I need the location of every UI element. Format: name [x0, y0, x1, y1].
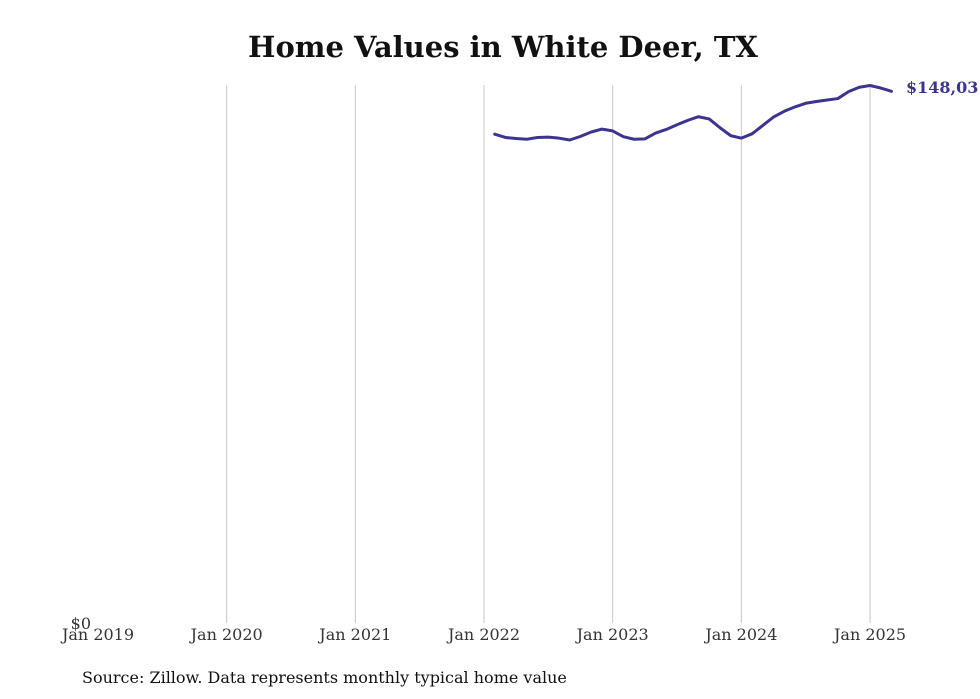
data-point: [611, 130, 614, 133]
end-label-layer: $148,03: [906, 78, 978, 97]
data-point: [826, 99, 829, 102]
data-point: [601, 128, 604, 131]
data-point: [504, 136, 507, 139]
data-point: [665, 128, 668, 131]
data-point: [879, 87, 882, 90]
data-point: [536, 136, 539, 139]
data-point: [740, 137, 743, 140]
data-point: [686, 119, 689, 122]
series-line-0: [493, 83, 893, 142]
gridlines: [226, 85, 871, 623]
x-tick-label: Jan 2020: [189, 625, 263, 644]
data-point: [515, 137, 518, 140]
end-value-label: $148,03: [906, 78, 978, 97]
data-point: [719, 126, 722, 129]
data-point: [869, 84, 872, 87]
x-axis-ticks: Jan 2019 Jan 2020 Jan 2021 Jan 2022 Jan 2023…: [60, 625, 906, 644]
x-tick-label: Jan 2022: [446, 625, 520, 644]
data-point: [815, 100, 818, 103]
data-point: [579, 135, 582, 138]
data-point: [751, 132, 754, 135]
x-tick-label: Jan 2019: [60, 625, 134, 644]
data-point: [761, 124, 764, 127]
data-point: [697, 115, 700, 118]
data-point: [794, 106, 797, 109]
data-point: [654, 132, 657, 135]
data-point: [858, 86, 861, 89]
series-layer: [493, 83, 893, 142]
data-point: [804, 102, 807, 105]
data-point: [890, 90, 893, 93]
data-point: [590, 131, 593, 134]
chart-title: Home Values in White Deer, TX: [248, 30, 758, 64]
data-point: [633, 138, 636, 141]
x-tick-label: Jan 2025: [832, 625, 906, 644]
data-point: [729, 134, 732, 137]
x-tick-label: Jan 2021: [317, 625, 391, 644]
data-point: [558, 137, 561, 140]
y-tick-label: $0: [71, 614, 91, 633]
data-point: [676, 123, 679, 126]
data-point: [772, 116, 775, 119]
x-tick-label: Jan 2024: [703, 625, 777, 644]
data-point: [643, 138, 646, 141]
y-axis-ticks: $0: [71, 614, 91, 633]
data-point: [547, 136, 550, 139]
data-point: [783, 110, 786, 113]
x-tick-label: Jan 2023: [575, 625, 649, 644]
data-point: [622, 135, 625, 138]
data-point: [708, 118, 711, 121]
data-point: [568, 139, 571, 142]
data-point: [836, 97, 839, 100]
data-point: [526, 138, 529, 141]
data-point: [847, 90, 850, 93]
source-note: Source: Zillow. Data represents monthly …: [82, 668, 567, 687]
data-point: [493, 133, 496, 136]
